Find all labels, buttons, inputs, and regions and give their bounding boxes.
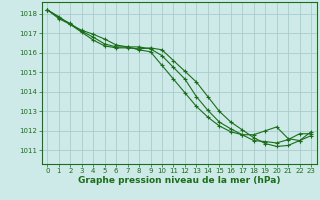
X-axis label: Graphe pression niveau de la mer (hPa): Graphe pression niveau de la mer (hPa) — [78, 176, 280, 185]
